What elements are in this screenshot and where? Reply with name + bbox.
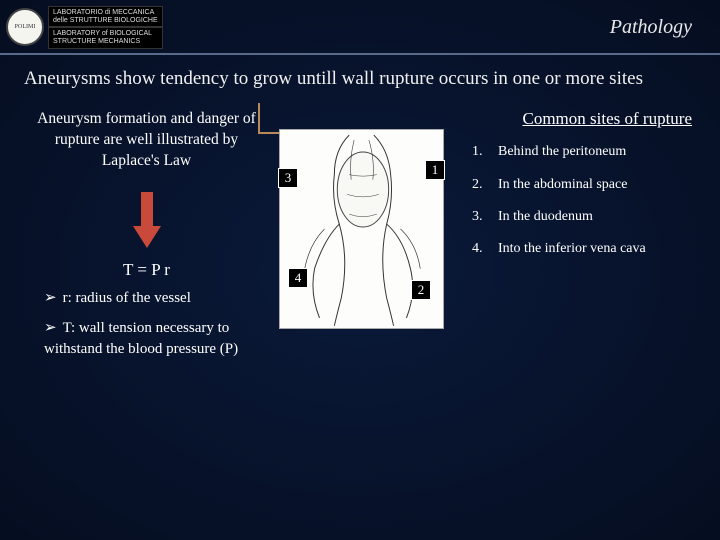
bullet-icon: ➢ [44,290,57,306]
site-text: In the duodenum [498,208,696,226]
site-text: Into the inferior vena cava [498,240,696,258]
body-row: Aneurysm formation and danger of rupture… [24,109,696,369]
site-num: 2. [472,176,498,194]
site-item: 1. Behind the peritoneum [472,143,696,161]
site-text: Behind the peritoneum [498,143,696,161]
lab-logo-en: LABORATORY of BIOLOGICALSTRUCTURE MECHAN… [48,27,163,48]
site-text: In the abdominal space [498,176,696,194]
site-item: 4. Into the inferior vena cava [472,240,696,258]
lab-logos: LABORATORIO di MECCANICAdelle STRUTTURE … [48,6,163,49]
sites-title: Common sites of rupture [472,109,696,129]
anatomy-diagram: 1 2 3 4 [279,129,444,329]
site-num: 1. [472,143,498,161]
right-column: Common sites of rupture 1. Behind the pe… [464,109,696,369]
arrow-down-icon [24,192,269,248]
site-item: 3. In the duodenum [472,208,696,226]
polimi-logo: POLIMI [6,8,44,46]
site-item: 2. In the abdominal space [472,176,696,194]
site-num: 4. [472,240,498,258]
header: POLIMI LABORATORIO di MECCANICAdelle STR… [0,0,720,55]
laplace-intro: Aneurysm formation and danger of rupture… [24,109,269,172]
lab-logo-it: LABORATORIO di MECCANICAdelle STRUTTURE … [48,6,163,27]
content: Aneurysms show tendency to grow untill w… [0,55,720,381]
diagram-label-2: 2 [411,280,431,300]
page-title: Pathology [610,16,702,39]
formula: T = P r [24,260,269,280]
bullet-tension: ➢T: wall tension necessary to withstand … [44,318,269,359]
diagram-column: 1 2 3 4 [279,109,454,369]
logo-group: POLIMI LABORATORIO di MECCANICAdelle STR… [6,6,163,49]
diagram-label-3: 3 [278,168,298,188]
main-statement: Aneurysms show tendency to grow untill w… [24,67,696,92]
bullet-icon: ➢ [44,320,57,336]
left-column: Aneurysm formation and danger of rupture… [24,109,269,369]
diagram-label-4: 4 [288,268,308,288]
diagram-label-1: 1 [425,160,445,180]
site-num: 3. [472,208,498,226]
bullet-radius: ➢r: radius of the vessel [44,288,269,308]
